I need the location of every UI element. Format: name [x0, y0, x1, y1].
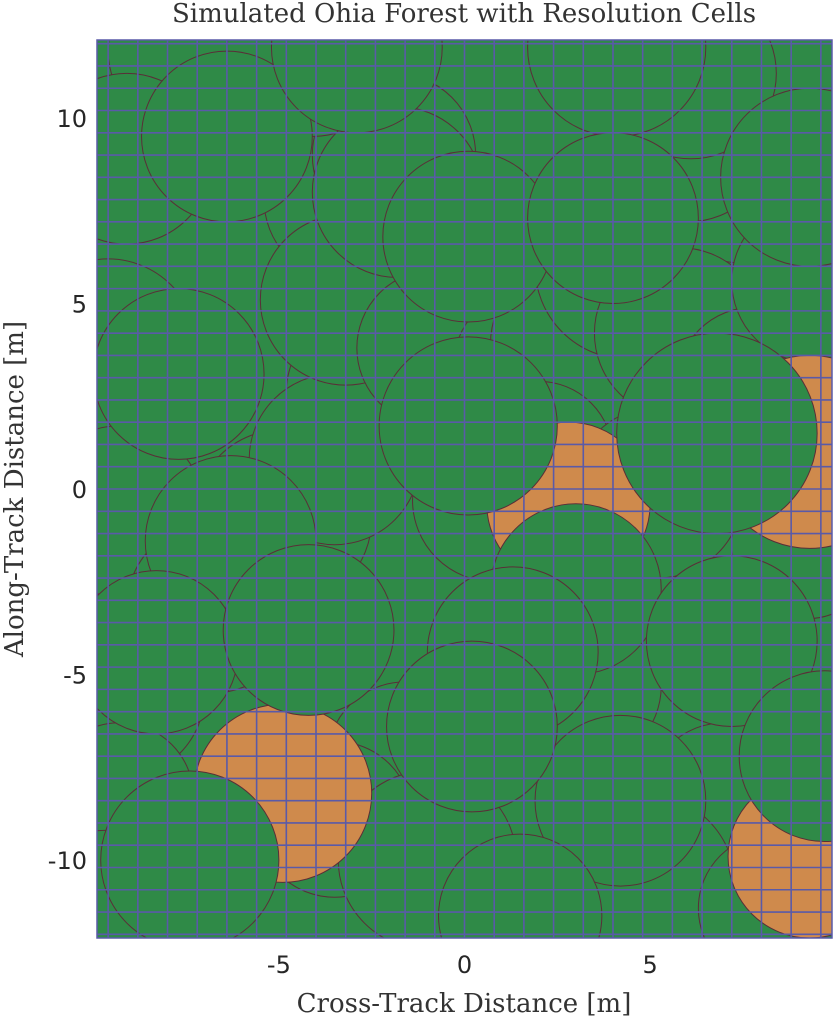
y-tick-label: -10 — [48, 847, 87, 875]
y-tick-label: 0 — [72, 476, 87, 504]
tree-crown-healthy — [222, 544, 395, 716]
plot-border — [96, 39, 833, 939]
tree-crowns — [97, 40, 832, 938]
x-tick-label: 0 — [457, 951, 472, 979]
y-axis-ticks: -10 -5 0 5 10 — [48, 105, 87, 875]
x-axis-label: Cross-Track Distance [m] — [297, 989, 632, 1019]
tree-crown-healthy — [100, 770, 280, 938]
plot-area — [97, 40, 832, 938]
y-tick-label: 10 — [56, 105, 87, 133]
x-axis-ticks: -5 0 5 — [267, 951, 658, 979]
tree-crown-healthy — [616, 332, 818, 535]
resolution-cell-grid — [97, 40, 832, 938]
tree-crown-healthy — [378, 336, 558, 516]
y-tick-label: -5 — [63, 662, 87, 690]
x-tick-label: -5 — [267, 951, 291, 979]
tree-crown-healthy — [386, 640, 558, 813]
chart-title: Simulated Ohia Forest with Resolution Ce… — [172, 0, 756, 29]
tree-crown-healthy — [97, 288, 265, 460]
y-tick-label: 5 — [72, 290, 87, 318]
tree-crown-healthy — [97, 570, 239, 735]
x-tick-label: 5 — [642, 951, 657, 979]
y-axis-label: Along-Track Distance [m] — [0, 321, 30, 658]
